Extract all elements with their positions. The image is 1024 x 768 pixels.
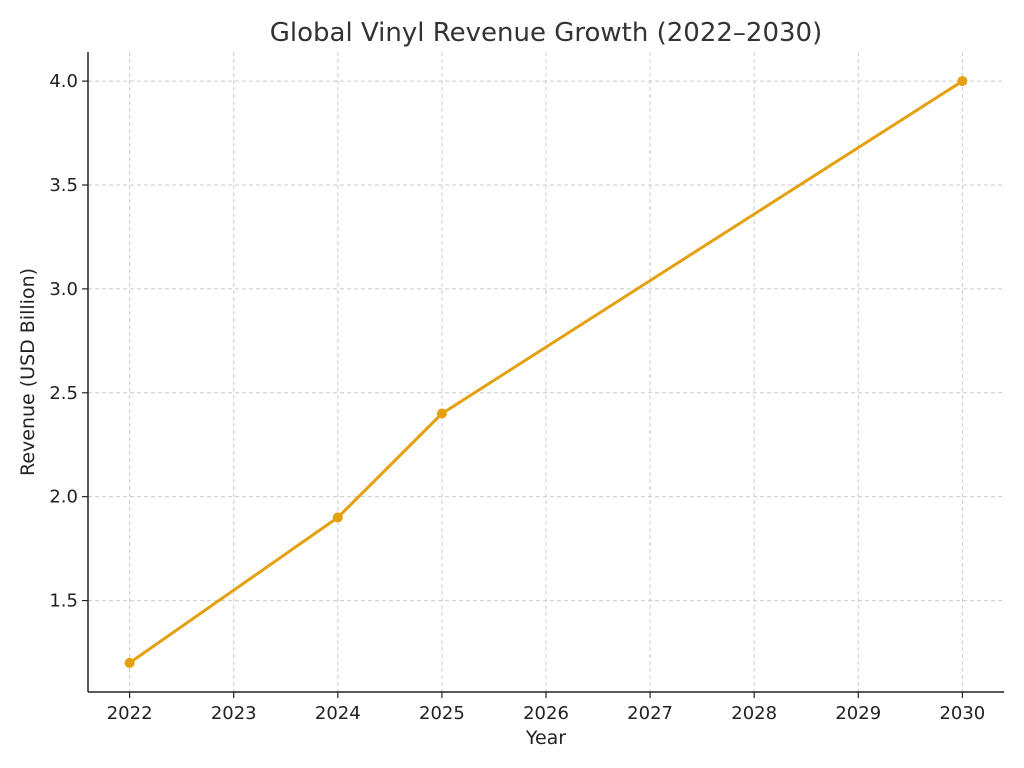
data-point [124, 657, 135, 668]
y-tick-label: 2.0 [49, 487, 78, 508]
y-ticks: 1.5 2.0 2.5 3.0 3.5 4.0 [49, 71, 88, 612]
x-tick-label: 2022 [107, 703, 153, 724]
y-tick-label: 4.0 [49, 71, 78, 92]
x-tick-label: 2025 [419, 703, 465, 724]
chart-title: Global Vinyl Revenue Growth (2022–2030) [270, 18, 823, 48]
data-point [436, 408, 447, 419]
x-tick-label: 2026 [523, 703, 569, 724]
x-tick-label: 2030 [939, 703, 985, 724]
data-point [957, 76, 968, 87]
x-tick-label: 2029 [835, 703, 881, 724]
x-tick-label: 2023 [211, 703, 257, 724]
x-ticks: 2022 2023 2024 2025 2026 2027 2028 2029 2030 [107, 692, 985, 724]
x-tick-label: 2028 [731, 703, 777, 724]
x-tick-label: 2027 [627, 703, 673, 724]
y-axis-label: Revenue (USD Billion) [17, 268, 39, 476]
grid [88, 52, 1004, 692]
series-line [128, 79, 964, 665]
x-tick-label: 2024 [315, 703, 361, 724]
data-point [332, 512, 343, 523]
y-tick-label: 2.5 [49, 383, 78, 404]
y-tick-label: 3.0 [49, 279, 78, 300]
y-tick-label: 1.5 [49, 591, 78, 612]
x-axis-label: Year [525, 727, 566, 749]
y-tick-label: 3.5 [49, 175, 78, 196]
series [124, 76, 968, 668]
